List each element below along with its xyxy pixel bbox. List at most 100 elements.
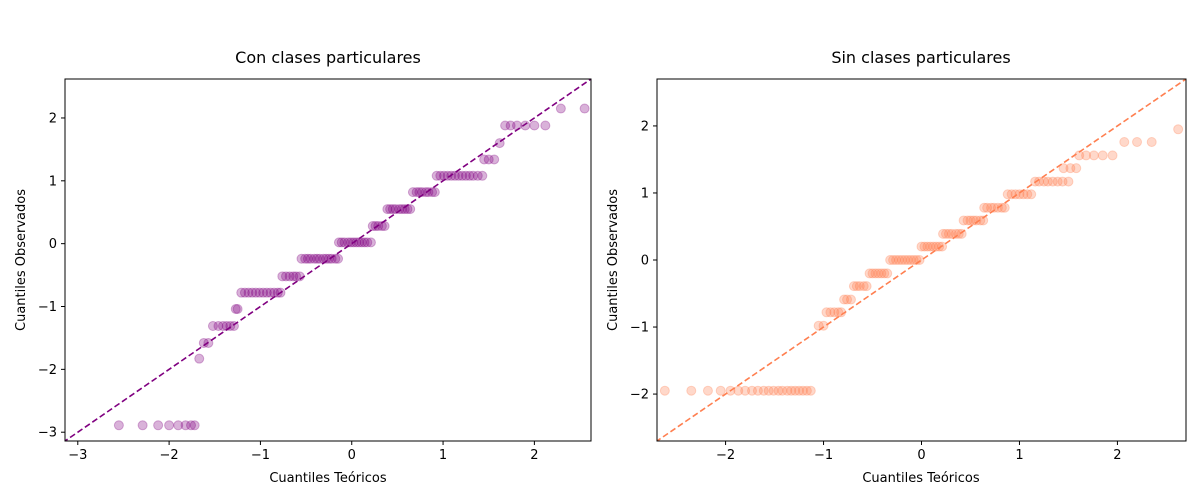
data-point [940,228,951,239]
data-point [821,307,832,318]
x-tick-label: −1 [814,448,833,463]
data-point [457,170,468,181]
data-point [464,170,475,181]
data-point [345,237,356,248]
x-tick-label: 0 [917,448,925,463]
data-point [239,287,250,298]
data-point [848,281,859,292]
plot-area: −3 −2 −1 0 1 2 −3 −2 −1 0 1 2 [38,79,591,463]
data-point [851,281,862,292]
data-point [1034,176,1045,187]
plot-area: −2 −1 0 1 2 −2 −1 0 1 2 [630,79,1186,463]
data-point [1097,150,1108,161]
plot-frame [64,78,592,442]
data-point [477,170,488,181]
data-point [1107,150,1118,161]
data-point [186,420,197,431]
y-tick-label: 0 [641,254,649,269]
y-tick-label: −2 [630,388,649,403]
data-point [879,268,890,279]
data-point [1065,163,1076,174]
data-point [365,237,376,248]
data-point [555,103,566,114]
plot-frame [656,78,1187,442]
x-tick-label: −2 [716,448,735,463]
x-tick-label: −2 [160,448,179,463]
data-point [153,420,164,431]
data-point [805,385,816,396]
data-point [254,287,265,298]
x-tick-label: −1 [251,448,270,463]
x-axis-label: Cuantiles Teóricos [269,471,386,486]
x-tick-label: 2 [1113,448,1121,463]
data-point [194,353,205,364]
data-point [362,237,373,248]
data-point [873,268,884,279]
data-point [291,271,302,282]
data-point [854,281,865,292]
x-axis-label: Cuantiles Teóricos [862,471,979,486]
data-point [922,241,933,252]
data-point [740,385,751,396]
data-point [790,385,801,396]
data-point [164,420,175,431]
data-point [858,281,869,292]
data-point [971,215,982,226]
data-point [1173,124,1184,135]
data-point [1088,150,1099,161]
chart-title: Sin clases particulares [831,48,1010,67]
data-point [1002,189,1013,200]
data-point [265,287,276,298]
data-point [1119,137,1130,148]
data-point [336,237,347,248]
data-point [472,170,483,181]
data-point [189,420,200,431]
data-point [919,241,930,252]
data-point [1063,176,1074,187]
x-tick-label: −3 [68,448,87,463]
data-point [407,187,418,198]
data-point [579,103,590,114]
data-point [305,253,316,264]
y-axis-label: Cuantiles Observados [606,189,621,331]
data-point [982,202,993,213]
data-point [387,204,398,215]
data-point [768,385,779,396]
data-point [916,241,927,252]
data-point [1058,163,1069,174]
y-tick-label: 2 [49,111,57,126]
data-point [758,385,769,396]
data-layer [65,79,591,441]
data-point [876,268,887,279]
qq-plot-sin-clases: Sin clases particulares −2 −1 0 1 2 −2 −1 0 1 2 C… [606,48,1187,486]
data-point [247,287,258,298]
data-point [359,237,370,248]
data-point [839,294,850,305]
data-point [442,170,453,181]
data-point [979,202,990,213]
data-point [938,228,949,239]
data-point [1132,137,1143,148]
data-point [773,385,784,396]
data-point [899,255,910,265]
data-point [1071,163,1082,174]
data-point [302,253,313,264]
x-tick-label: 2 [530,448,538,463]
data-point [861,281,872,292]
data-point [896,255,907,265]
data-point [946,228,957,239]
data-point [431,170,442,181]
data-point [965,215,976,226]
data-point [950,228,961,239]
data-point [763,385,774,396]
data-point [272,287,283,298]
data-point [405,204,416,215]
data-point [280,271,291,282]
data-point [382,204,393,215]
data-point [460,170,471,181]
chart-title: Con clases particulares [235,48,421,67]
data-point [394,204,405,215]
data-point [356,237,367,248]
data-point [715,385,726,396]
y-tick-label: −1 [630,321,649,336]
